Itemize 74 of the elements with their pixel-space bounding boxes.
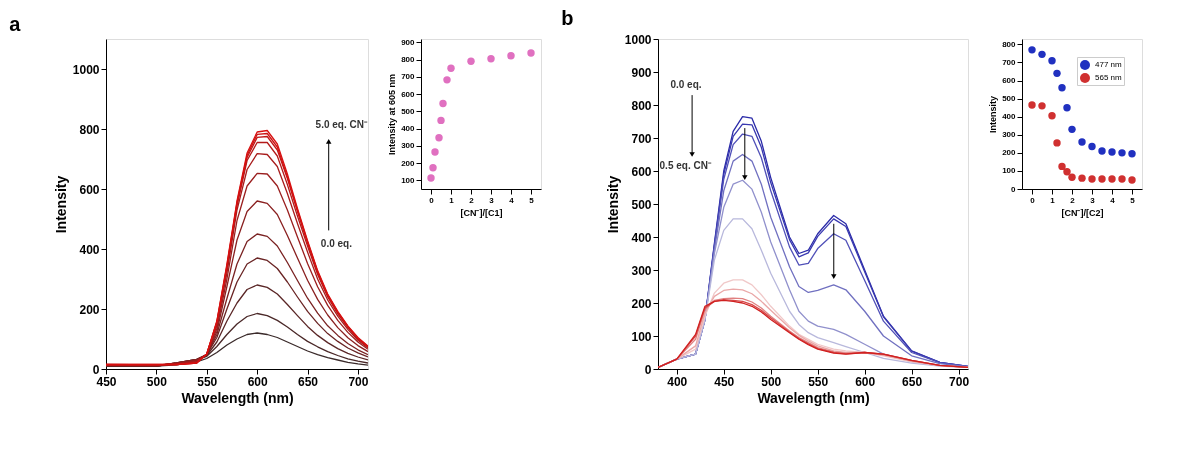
x-tick-label: 1 bbox=[449, 195, 455, 205]
chart-title: b bbox=[561, 7, 574, 29]
y-tick-label: 100 bbox=[1002, 166, 1017, 176]
x-axis-title: [CN⁻]/[C1] bbox=[460, 207, 503, 218]
x-tick-label: 2 bbox=[469, 195, 475, 205]
y-tick-label: 600 bbox=[401, 89, 416, 99]
x-tick-label: 500 bbox=[761, 374, 782, 389]
annotation: 5.0 eq. CN⁻ bbox=[315, 118, 368, 130]
x-tick-label: 600 bbox=[855, 374, 876, 389]
y-tick-label: 600 bbox=[1002, 76, 1017, 86]
y-axis-title: Intensity bbox=[52, 175, 69, 234]
chart-title: a bbox=[9, 13, 22, 35]
x-tick-label: 650 bbox=[298, 374, 319, 389]
x-tick-label: 4 bbox=[1110, 195, 1116, 205]
y-axis-title: Intensity bbox=[988, 95, 999, 134]
x-axis-title: [CN⁻]/[C2] bbox=[1061, 207, 1104, 218]
y-tick-label: 400 bbox=[401, 124, 416, 134]
x-tick-label: 450 bbox=[714, 374, 735, 389]
y-tick-label: 100 bbox=[631, 329, 652, 344]
y-tick-label: 900 bbox=[401, 37, 416, 47]
x-tick-label: 700 bbox=[949, 374, 970, 389]
y-tick-label: 300 bbox=[401, 141, 416, 151]
y-tick-label: 300 bbox=[1002, 130, 1017, 140]
y-tick-label: 0 bbox=[92, 362, 100, 377]
y-tick-label: 300 bbox=[631, 263, 652, 278]
y-tick-label: 900 bbox=[631, 65, 652, 80]
y-tick-label: 700 bbox=[1002, 57, 1017, 67]
y-tick-label: 800 bbox=[401, 55, 416, 65]
x-tick-label: 5 bbox=[529, 195, 535, 205]
y-tick-label: 700 bbox=[401, 72, 416, 82]
annotation: 0.0 eq. bbox=[320, 237, 353, 249]
y-tick-label: 600 bbox=[631, 164, 652, 179]
x-tick-label: 550 bbox=[197, 374, 218, 389]
x-tick-label: 550 bbox=[808, 374, 829, 389]
y-tick-label: 1000 bbox=[624, 32, 652, 47]
y-tick-label: 400 bbox=[79, 242, 100, 257]
y-tick-label: 500 bbox=[401, 106, 416, 116]
y-tick-label: 400 bbox=[631, 230, 652, 245]
annotation: 0.0 eq. bbox=[670, 79, 702, 91]
y-tick-label: 800 bbox=[1002, 39, 1017, 49]
annotation: 0.5 eq. CN⁻ bbox=[659, 160, 712, 172]
y-tick-label: 400 bbox=[1002, 112, 1017, 122]
x-tick-label: 600 bbox=[247, 374, 268, 389]
y-tick-label: 200 bbox=[401, 158, 416, 168]
y-tick-label: 200 bbox=[631, 296, 652, 311]
x-tick-label: 450 bbox=[96, 374, 117, 389]
y-axis-title: Intensity bbox=[604, 175, 621, 234]
x-tick-label: 0 bbox=[429, 195, 435, 205]
x-tick-label: 3 bbox=[489, 195, 495, 205]
x-tick-label: 650 bbox=[902, 374, 923, 389]
y-tick-label: 200 bbox=[1002, 148, 1017, 158]
x-tick-label: 4 bbox=[509, 195, 515, 205]
y-tick-label: 0 bbox=[1011, 184, 1017, 194]
legend-label: 477 nm bbox=[1095, 60, 1123, 69]
y-axis-title: Intensity at 605 nm bbox=[387, 73, 398, 156]
x-tick-label: 700 bbox=[348, 374, 369, 389]
x-tick-label: 1 bbox=[1050, 195, 1056, 205]
y-tick-label: 0 bbox=[644, 362, 652, 377]
x-tick-label: 500 bbox=[146, 374, 168, 389]
y-tick-label: 1000 bbox=[72, 62, 100, 77]
x-tick-label: 5 bbox=[1130, 195, 1136, 205]
y-tick-label: 500 bbox=[1002, 94, 1017, 104]
legend-label: 565 nm bbox=[1095, 73, 1123, 82]
x-tick-label: 3 bbox=[1090, 195, 1096, 205]
x-axis-title: Wavelength (nm) bbox=[757, 389, 870, 406]
y-tick-label: 800 bbox=[79, 122, 100, 137]
y-tick-label: 200 bbox=[79, 302, 100, 317]
x-tick-label: 400 bbox=[667, 374, 688, 389]
y-tick-label: 800 bbox=[631, 98, 652, 113]
y-tick-label: 700 bbox=[631, 131, 652, 146]
x-axis-title: Wavelength (nm) bbox=[181, 389, 294, 406]
x-tick-label: 0 bbox=[1030, 195, 1036, 205]
x-tick-label: 2 bbox=[1070, 195, 1076, 205]
y-tick-label: 100 bbox=[401, 175, 416, 185]
